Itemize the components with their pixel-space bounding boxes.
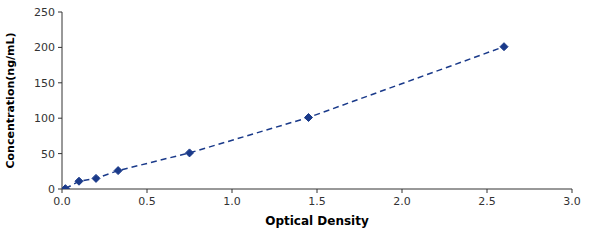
y-tick [58,82,62,83]
line [65,47,504,189]
x-tick [487,189,488,193]
y-tick-label: 200 [34,41,55,54]
x-tick-label: 0.0 [53,195,71,208]
marker [500,43,508,51]
x-tick [147,189,148,193]
series [62,43,508,189]
y-tick-label: 50 [41,148,55,161]
y-tick-label: 0 [48,183,55,196]
x-tick [402,189,403,193]
x-tick-label: 3.0 [563,195,581,208]
marker [62,185,69,189]
x-tick-label: 2.5 [478,195,496,208]
y-tick [58,118,62,119]
x-tick [317,189,318,193]
y-tick-label: 100 [34,112,55,125]
x-tick-label: 0.5 [138,195,156,208]
x-tick [62,189,63,193]
marker [305,113,313,121]
marker [92,174,100,182]
marker [114,167,122,175]
x-tick-label: 2.0 [393,195,411,208]
y-tick [58,153,62,154]
chart: 0.0 0.5 1.0 1.5 2.0 2.5 3.0 0 50 100 150 200 250 Opti… [0,0,590,233]
marker [186,149,194,157]
y-axis-label: Concentration(ng/mL) [4,32,17,168]
marker [75,177,83,185]
y-tick [58,47,62,48]
y-tick [58,12,62,13]
x-axis-label: Optical Density [265,214,369,228]
x-tick [572,189,573,193]
y-tick [58,189,62,190]
x-tick [232,189,233,193]
x-tick-label: 1.5 [308,195,326,208]
y-axis-line [62,12,63,189]
y-tick-label: 150 [34,77,55,90]
y-tick-label: 250 [34,6,55,19]
x-tick-label: 1.0 [223,195,241,208]
